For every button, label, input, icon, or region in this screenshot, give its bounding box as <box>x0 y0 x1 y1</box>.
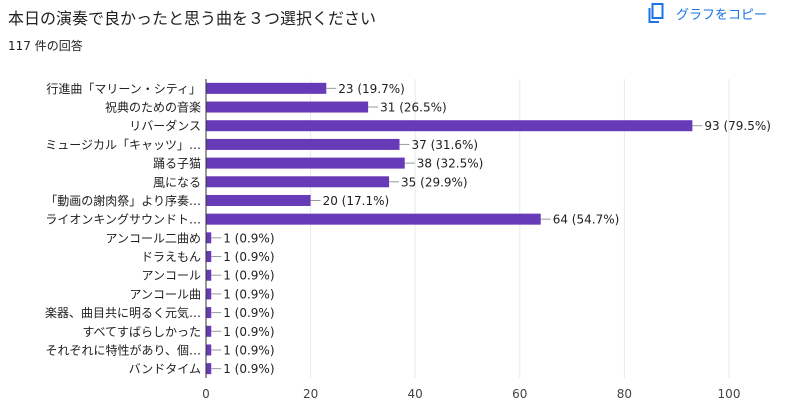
data-label: 1 (0.9%) <box>223 287 274 301</box>
category-label: ドラえもん <box>141 250 201 264</box>
category-label: すべてすばらしかった <box>82 325 201 339</box>
category-label: リバーダンス <box>129 118 201 133</box>
bar[interactable] <box>206 101 369 113</box>
bar[interactable] <box>206 82 327 94</box>
category-label: 楽器、曲目共に明るく元気… <box>45 305 201 320</box>
bar[interactable] <box>206 176 390 188</box>
data-label: 38 (32.5%) <box>417 157 484 171</box>
data-label: 1 (0.9%) <box>223 250 274 264</box>
category-label: アンコール二曲め <box>105 231 201 245</box>
data-label: 1 (0.9%) <box>223 343 274 357</box>
bar[interactable] <box>206 251 212 263</box>
x-tick-label: 40 <box>408 387 423 401</box>
data-label: 1 (0.9%) <box>223 269 274 283</box>
x-tick-label: 100 <box>718 387 741 401</box>
bar[interactable] <box>206 232 212 244</box>
bar[interactable] <box>206 325 212 337</box>
category-label: 行進曲「マリーン・シティ」 <box>46 82 201 96</box>
category-label: 祝典のための音楽 <box>105 100 201 115</box>
copy-icon <box>648 3 664 23</box>
response-count: 117 件の回答 <box>8 39 83 53</box>
data-label: 1 (0.9%) <box>223 362 274 376</box>
x-tick-label: 20 <box>303 387 318 401</box>
copy-chart-label: グラフをコピー <box>676 7 768 23</box>
copy-chart-button[interactable]: グラフをコピー <box>648 0 767 26</box>
data-label: 35 (29.9%) <box>401 175 468 189</box>
category-label: ミュージカル「キャッツ」… <box>45 138 201 152</box>
data-label: 31 (26.5%) <box>380 101 447 115</box>
bar[interactable] <box>206 194 311 206</box>
category-label: ライオンキングサウンドト… <box>45 213 201 227</box>
bar[interactable] <box>206 344 212 356</box>
bar[interactable] <box>206 363 212 375</box>
bar[interactable] <box>206 138 400 150</box>
bar[interactable] <box>206 307 212 319</box>
data-label: 93 (79.5%) <box>704 119 771 133</box>
category-label: 踊る子猫 <box>153 157 201 171</box>
data-label: 1 (0.9%) <box>223 306 274 320</box>
category-label: アンコール曲 <box>129 287 201 301</box>
data-label: 1 (0.9%) <box>223 231 274 245</box>
data-label: 1 (0.9%) <box>223 325 274 339</box>
bar[interactable] <box>206 269 212 281</box>
x-tick-label: 60 <box>512 387 527 401</box>
category-label: 「動画の謝肉祭」より序奏… <box>45 193 201 208</box>
bar[interactable] <box>206 157 405 169</box>
category-label: 風になる <box>153 175 201 189</box>
category-label: それぞれに特性があり、個… <box>45 342 201 357</box>
bar[interactable] <box>206 213 541 225</box>
data-label: 23 (19.7%) <box>338 82 405 96</box>
data-label: 37 (31.6%) <box>412 138 479 152</box>
x-tick-label: 0 <box>202 387 210 401</box>
category-label: アンコール <box>141 269 201 283</box>
category-label: バンドタイム <box>129 362 201 376</box>
x-tick-label: 80 <box>617 387 632 401</box>
bar[interactable] <box>206 120 693 132</box>
data-label: 64 (54.7%) <box>553 213 620 227</box>
data-label: 20 (17.1%) <box>323 194 390 208</box>
bar[interactable] <box>206 288 212 300</box>
chart-title: 本日の演奏で良かったと思う曲を３つ選択ください <box>8 9 377 28</box>
